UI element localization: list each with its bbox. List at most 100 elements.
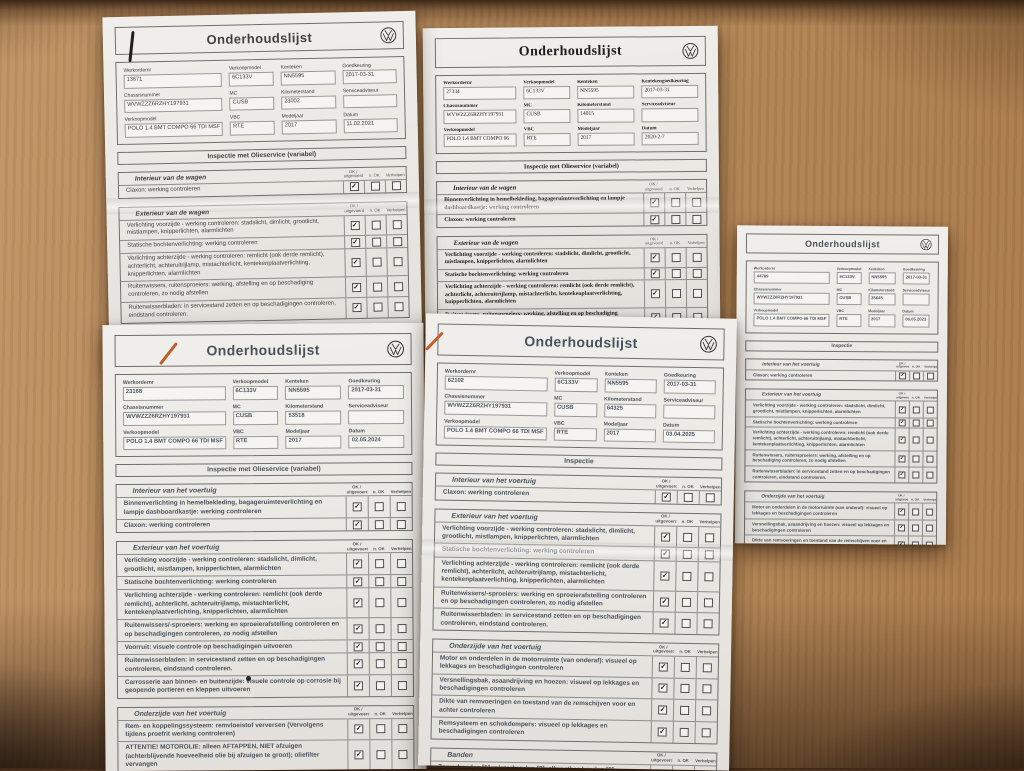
- checkbox-checked-icon: ✓: [650, 198, 659, 207]
- checklist-item-text: Dikte van remvoeringen en toestand van d…: [432, 696, 651, 720]
- vw-logo-icon: [387, 340, 405, 358]
- field-value: NN5595: [285, 385, 341, 399]
- checkbox-icon: [397, 559, 406, 568]
- field-label: Verkoopmodel: [232, 379, 278, 385]
- status-cell: [676, 526, 698, 547]
- checkbox-checked-icon: ✓: [899, 419, 906, 426]
- field-value: [902, 294, 930, 306]
- status-cell: [368, 553, 390, 574]
- field-label: Goedkeuring: [348, 378, 404, 384]
- checkbox-checked-icon: ✓: [660, 619, 669, 628]
- field-label: Kenteken: [281, 63, 336, 70]
- checkbox-checked-icon: ✓: [661, 532, 670, 541]
- status-cell: [686, 268, 707, 280]
- status-cell: ✓: [894, 451, 908, 467]
- checkbox-icon: [375, 599, 384, 608]
- status-cell: [391, 740, 413, 769]
- header-field: Serviceadviseur: [348, 403, 404, 424]
- status-cell: [695, 679, 717, 700]
- column-header: Verhelpen: [922, 499, 936, 503]
- field-label: Verkoopmodel: [444, 127, 517, 133]
- field-value: CUSB: [836, 293, 861, 305]
- checkbox-icon: [671, 198, 680, 207]
- column-header: n. OK: [674, 650, 696, 655]
- status-cell: ✓: [346, 554, 368, 575]
- checkbox-icon: [680, 684, 689, 693]
- column-header: n. OK: [672, 759, 694, 764]
- checkbox-icon: [913, 436, 920, 443]
- checkbox-icon: [912, 472, 919, 479]
- status-cell: ✓: [346, 518, 368, 530]
- status-cell: ✓: [345, 277, 366, 297]
- status-cells: ✓: [654, 548, 720, 561]
- field-value: 6C133V: [837, 272, 862, 284]
- status-cell: [923, 429, 937, 450]
- checklist-item-text: Verlichting voorzijde - werking controle…: [435, 522, 654, 546]
- field-value: 35645: [868, 293, 895, 305]
- column-header: OK / uitgevoerd: [347, 707, 369, 717]
- column-header: Verhelpen: [385, 208, 406, 213]
- column-header: OK / uitgevoerd: [895, 362, 909, 369]
- checklist-row: Motor en onderdelen in de motorruimte (v…: [745, 502, 936, 520]
- status-cell: [368, 497, 390, 518]
- checkbox-icon: [376, 642, 385, 651]
- status-cell: [673, 722, 695, 743]
- field-label: Datum: [343, 111, 397, 118]
- checkbox-icon: [692, 214, 701, 223]
- field-label: Verkoopmodel: [523, 80, 570, 85]
- column-header: n. OK: [676, 520, 698, 525]
- status-cell: [673, 678, 695, 699]
- checklist-item-text: Ruitenwissers/-sproeiers: werking en spr…: [434, 587, 653, 611]
- status-cell: [391, 640, 413, 652]
- checklist-item-text: Verlichting voorzijde - werking controle…: [438, 248, 644, 269]
- checkbox-icon: [926, 472, 933, 479]
- field-label: Kilometerstand: [281, 88, 336, 95]
- column-header: Verhelpen: [699, 485, 721, 490]
- checkbox-checked-icon: ✓: [351, 258, 360, 267]
- checkbox-icon: [926, 541, 933, 545]
- column-header: Verhelpen: [685, 186, 706, 191]
- status-cell: [390, 518, 412, 530]
- field-value: 2017: [286, 435, 342, 449]
- field-value: CUSB: [230, 96, 275, 111]
- checkbox-icon: [702, 728, 711, 737]
- checklist-item-text: Versnellingsbak, asaandrijving en hoezen…: [745, 519, 894, 535]
- status-cell: [369, 740, 391, 769]
- document-title-bar: Onderhoudslijst: [437, 324, 725, 361]
- checkbox-checked-icon: ✓: [660, 597, 669, 606]
- checklist-item-text: Dikte van remvoeringen en toestand van d…: [745, 536, 894, 545]
- status-cells: ✓: [894, 467, 936, 483]
- checklist-item-text: Motor en onderdelen in de motorruimte (v…: [745, 503, 894, 519]
- status-cell: [664, 213, 685, 225]
- field-value: NN5595: [868, 272, 895, 284]
- checklist-item-text: Motor en onderdelen in de motorruimte (v…: [433, 652, 652, 676]
- checklist-item-text: Verlichting achterzijde - werking contro…: [120, 249, 345, 281]
- checkbox-icon: [398, 750, 407, 759]
- field-label: VBC: [230, 114, 275, 121]
- status-cell: [696, 613, 718, 634]
- field-value: RTE: [233, 435, 279, 449]
- field-value: 2017: [578, 132, 635, 146]
- status-cells: ✓: [651, 700, 717, 722]
- status-cells: ✓: [643, 213, 706, 225]
- field-value: POLO 1.4 BMT COMPO 66 TDI MSF: [753, 314, 829, 327]
- field-label: MC: [233, 404, 279, 410]
- checkbox-icon: [684, 493, 693, 502]
